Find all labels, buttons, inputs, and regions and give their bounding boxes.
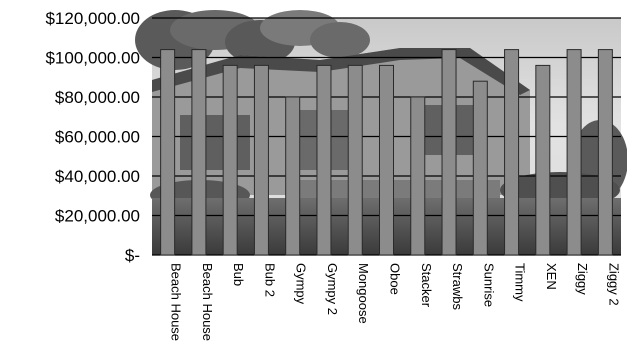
bar xyxy=(191,49,207,256)
y-tick-label: $- xyxy=(125,246,140,265)
bar xyxy=(566,49,582,256)
x-category-label: Gympy xyxy=(294,263,309,305)
y-tick-label: $100,000.00 xyxy=(45,49,140,68)
y-tick-label: $80,000.00 xyxy=(55,88,140,107)
x-category-label: Timmy xyxy=(513,263,528,302)
x-category-label: Strawbs xyxy=(450,263,465,310)
x-category-label: Oboe xyxy=(388,263,403,295)
y-axis-tick-labels: $- $20,000.00 $40,000.00 $60,000.00 $80,000.… xyxy=(45,9,140,265)
y-tick-label: $20,000.00 xyxy=(55,207,140,226)
y-tick-label: $120,000.00 xyxy=(45,9,140,28)
bar xyxy=(347,64,363,256)
bar xyxy=(285,96,301,256)
bar xyxy=(535,64,551,256)
x-category-label: Gympy 2 xyxy=(325,263,340,315)
bar xyxy=(504,49,520,256)
x-category-label: Bub 2 xyxy=(262,263,277,297)
y-tick-label: $60,000.00 xyxy=(55,128,140,147)
x-category-label: Bub xyxy=(231,263,246,286)
bar xyxy=(379,64,394,256)
bar xyxy=(222,64,238,256)
x-category-label: Stacker xyxy=(419,263,434,308)
bar xyxy=(316,64,332,256)
y-tick-label: $40,000.00 xyxy=(55,167,140,186)
bar xyxy=(410,96,426,256)
x-category-label: Beach House xyxy=(169,263,184,341)
bar xyxy=(253,64,269,256)
x-axis-category-labels: Beach House Beach House Bub Bub 2 Gympy Gympy… xyxy=(169,263,622,341)
bar xyxy=(441,49,457,256)
x-category-label: XEN xyxy=(544,263,559,290)
bars xyxy=(160,49,613,256)
x-category-label: Ziggy 2 xyxy=(606,263,621,306)
x-category-label: Sunrise xyxy=(481,263,496,307)
bar xyxy=(597,49,613,256)
bar xyxy=(472,80,488,256)
bar xyxy=(160,49,176,256)
x-category-label: Mongoose xyxy=(356,263,371,324)
x-category-label: Ziggy xyxy=(575,263,590,295)
x-category-label: Beach House xyxy=(200,263,215,341)
